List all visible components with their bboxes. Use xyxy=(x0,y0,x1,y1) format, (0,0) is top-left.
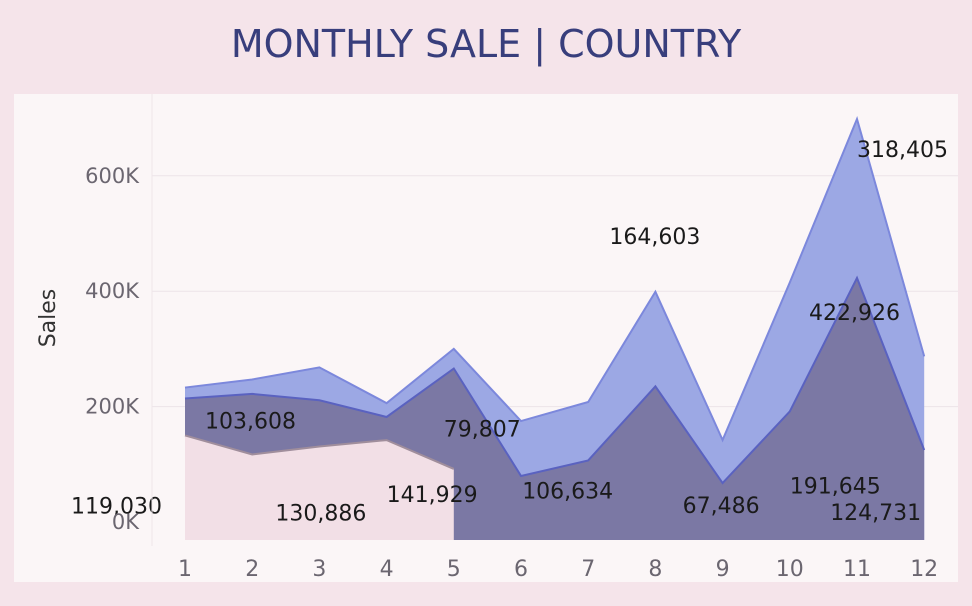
x-tick-label: 3 xyxy=(312,557,326,582)
x-tick-label: 1 xyxy=(178,557,192,582)
area-lower xyxy=(185,435,454,540)
x-tick-label: 11 xyxy=(843,557,871,582)
x-tick-label: 8 xyxy=(648,557,662,582)
data-label: 67,486 xyxy=(683,494,760,519)
y-tick-label: 0K xyxy=(112,510,140,534)
x-tick-label: 2 xyxy=(245,557,259,582)
area-chart: 119,030 130,886 141,929 103,608 79,807 106,63… xyxy=(36,94,958,582)
data-label: 164,603 xyxy=(609,225,700,250)
x-tick-label: 7 xyxy=(581,557,595,582)
y-tick-label: 400K xyxy=(85,279,140,303)
x-tick-label: 10 xyxy=(776,557,804,582)
x-tick-label: 5 xyxy=(447,557,461,582)
x-tick-label: 12 xyxy=(910,557,938,582)
data-label: 124,731 xyxy=(830,501,921,526)
x-tick-label: 6 xyxy=(514,557,528,582)
data-label: 141,929 xyxy=(387,483,478,508)
data-labels: 119,030 130,886 141,929 103,608 79,807 106,63… xyxy=(71,138,948,526)
area-layer xyxy=(184,115,926,540)
area-upper-line xyxy=(184,115,926,443)
y-tick-label: 200K xyxy=(85,395,140,419)
data-label: 106,634 xyxy=(522,479,613,504)
x-tick-label: 4 xyxy=(380,557,394,582)
y-tick-label: 600K xyxy=(85,164,140,188)
data-label: 79,807 xyxy=(444,418,521,443)
area-lower-line xyxy=(184,434,455,470)
data-label: 191,645 xyxy=(790,474,881,499)
data-label: 119,030 xyxy=(71,494,162,519)
x-tick-label: 9 xyxy=(716,557,730,582)
data-label: 318,405 xyxy=(857,138,948,163)
data-label: 130,886 xyxy=(275,501,366,526)
data-label: 422,926 xyxy=(809,301,900,326)
area-middle-line xyxy=(184,275,926,485)
chart-panel: 119,030 130,886 141,929 103,608 79,807 106,63… xyxy=(14,94,958,582)
chart-title: MONTHLY SALE | COUNTRY xyxy=(230,22,742,66)
y-axis-label: Sales xyxy=(36,289,61,348)
data-label: 103,608 xyxy=(205,410,296,435)
